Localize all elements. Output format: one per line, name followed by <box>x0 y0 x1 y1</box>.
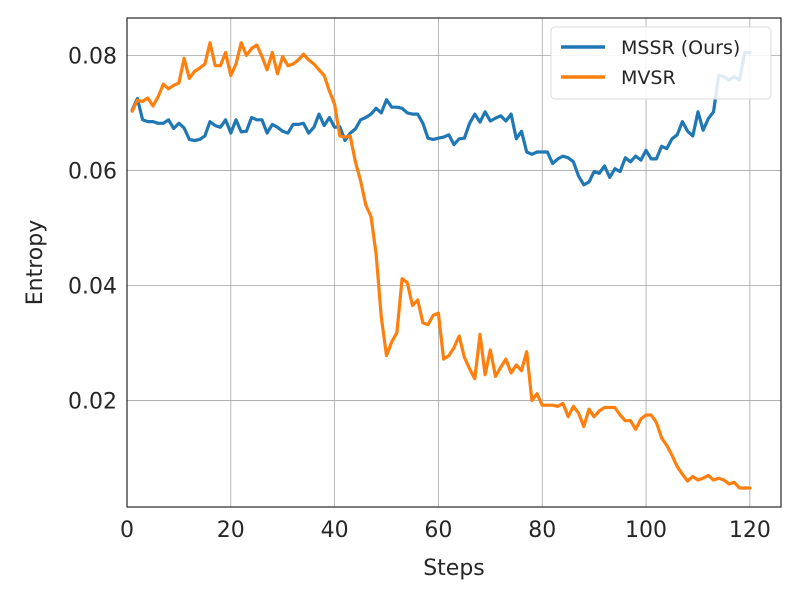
y-axis-label: Entropy <box>23 220 48 305</box>
y-tick-label: 0.06 <box>68 159 117 184</box>
plot-frame <box>126 17 782 508</box>
y-tick-label: 0.04 <box>68 275 117 300</box>
legend-box <box>550 26 772 100</box>
x-tick-label: 120 <box>729 518 771 543</box>
legend-label: MVSR <box>621 67 676 89</box>
x-tick-label: 40 <box>321 518 349 543</box>
x-axis-label: Steps <box>423 556 485 581</box>
x-tick-label: 80 <box>528 518 556 543</box>
x-tick-label: 20 <box>217 518 245 543</box>
x-tick-label: 60 <box>424 518 452 543</box>
x-tick-label: 0 <box>120 518 134 543</box>
x-tick-label: 100 <box>625 518 667 543</box>
y-tick-label: 0.08 <box>68 44 117 69</box>
tick-labels: 0 20 40 60 80 100 120 0.02 0.04 0.06 0.08 <box>68 44 771 543</box>
legend-label: MSSR (Ours) <box>621 37 740 59</box>
y-tick-label: 0.02 <box>68 390 117 415</box>
series-line-mvsr <box>130 41 752 490</box>
series-line-mssr <box>130 50 752 187</box>
legend: MSSR (Ours) MVSR <box>550 26 772 100</box>
series-group <box>130 41 752 490</box>
